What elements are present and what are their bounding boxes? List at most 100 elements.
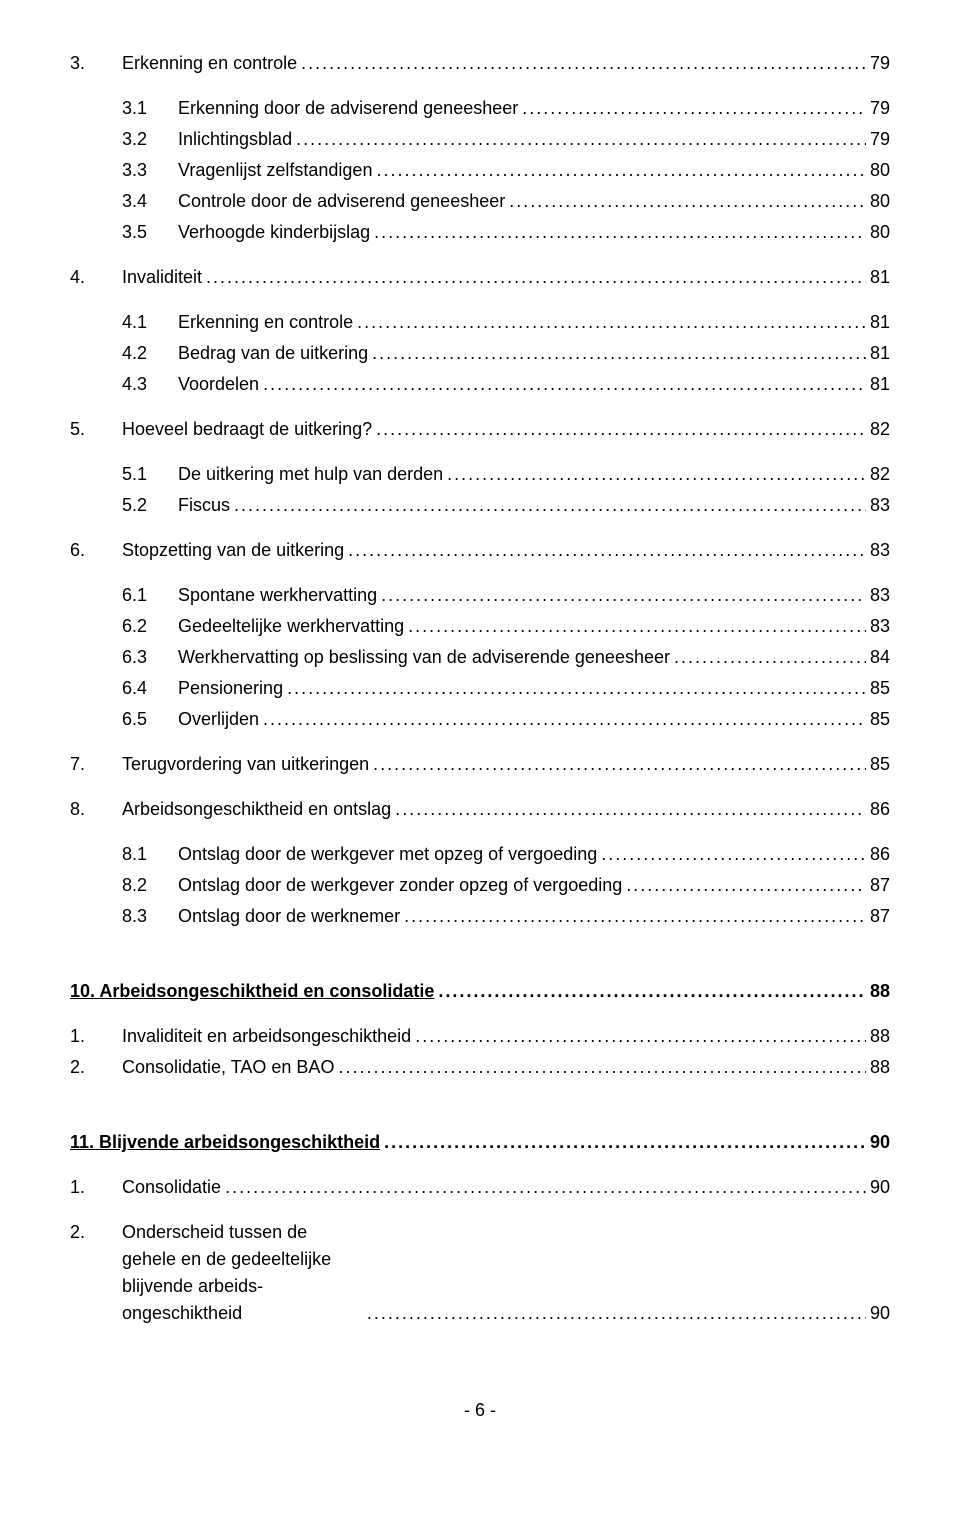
toc-page: 84 xyxy=(870,644,890,671)
toc-page: 88 xyxy=(870,1023,890,1050)
toc-entry: 3.1 Erkenning door de adviserend geneesh… xyxy=(70,95,890,122)
toc-page: 83 xyxy=(870,613,890,640)
toc-entry: 6.2 Gedeeltelijke werkhervatting 83 xyxy=(70,613,890,640)
toc-leader xyxy=(376,416,866,443)
toc-title: Invaliditeit en arbeidsongeschiktheid xyxy=(122,1023,411,1050)
toc-number: 6.4 xyxy=(122,675,178,702)
toc-page: 79 xyxy=(870,50,890,77)
toc-page: 80 xyxy=(870,157,890,184)
toc-page: 82 xyxy=(870,461,890,488)
toc-entry: 4.1 Erkenning en controle 81 xyxy=(70,309,890,336)
toc-page: 79 xyxy=(870,95,890,122)
toc-leader xyxy=(287,675,866,702)
toc-title: Erkenning door de adviserend geneesheer xyxy=(178,95,518,122)
toc-title: Gedeeltelijke werkhervatting xyxy=(178,613,404,640)
toc-entry: 3.4 Controle door de adviserend geneeshe… xyxy=(70,188,890,215)
toc-title: Hoeveel bedraagt de uitkering? xyxy=(122,416,372,443)
toc-title: Stopzetting van de uitkering xyxy=(122,537,344,564)
toc-page: 85 xyxy=(870,675,890,702)
toc-number: 4.3 xyxy=(122,371,178,398)
toc-leader xyxy=(408,613,866,640)
toc-number: 5.2 xyxy=(122,492,178,519)
toc-leader xyxy=(395,796,866,823)
toc-entry: 6. Stopzetting van de uitkering 83 xyxy=(70,537,890,564)
toc-number: 5.1 xyxy=(122,461,178,488)
toc-entry: 5.2 Fiscus 83 xyxy=(70,492,890,519)
toc-chapter: 10. Arbeidsongeschiktheid en consolidati… xyxy=(70,978,890,1081)
chapter-heading: 10. Arbeidsongeschiktheid en consolidati… xyxy=(70,978,890,1005)
toc-leader xyxy=(373,751,866,778)
toc-title: Ontslag door de werkgever met opzeg of v… xyxy=(178,841,597,868)
toc-leader xyxy=(509,188,866,215)
toc-number: 6.5 xyxy=(122,706,178,733)
toc-title: Onderscheid tussen de gehele en de gedee… xyxy=(122,1219,363,1327)
toc-title: Erkenning en controle xyxy=(178,309,353,336)
toc-title: Arbeidsongeschiktheid en ontslag xyxy=(122,796,391,823)
toc-leader xyxy=(357,309,866,336)
toc-entry: 4. Invaliditeit 81 xyxy=(70,264,890,291)
toc-number: 6. xyxy=(70,537,122,564)
toc-number: 1. xyxy=(70,1023,122,1050)
toc-number: 6.2 xyxy=(122,613,178,640)
toc-number: 3.1 xyxy=(122,95,178,122)
toc-leader xyxy=(415,1023,866,1050)
chapter-title: 11. Blijvende arbeidsongeschiktheid xyxy=(70,1129,380,1156)
toc-entry: 8. Arbeidsongeschiktheid en ontslag 86 xyxy=(70,796,890,823)
toc-entry: 5. Hoeveel bedraagt de uitkering? 82 xyxy=(70,416,890,443)
toc-leader xyxy=(348,537,866,564)
toc-title: Overlijden xyxy=(178,706,259,733)
toc-number: 8. xyxy=(70,796,122,823)
toc-title: Voordelen xyxy=(178,371,259,398)
toc-page: 90 xyxy=(870,1300,890,1327)
toc-leader xyxy=(601,841,866,868)
toc-entry: 6.3 Werkhervatting op beslissing van de … xyxy=(70,644,890,671)
toc-entry: 1. Consolidatie 90 xyxy=(70,1174,890,1201)
toc-leader xyxy=(438,978,866,1005)
page-number-footer: - 6 - xyxy=(70,1397,890,1424)
toc-title: Ontslag door de werknemer xyxy=(178,903,400,930)
toc-page: 85 xyxy=(870,706,890,733)
chapter-heading: 11. Blijvende arbeidsongeschiktheid 90 xyxy=(70,1129,890,1156)
toc-leader xyxy=(372,340,866,367)
toc-page: 87 xyxy=(870,872,890,899)
toc-leader xyxy=(626,872,866,899)
toc-entry: 8.1 Ontslag door de werkgever met opzeg … xyxy=(70,841,890,868)
toc-title: Verhoogde kinderbijslag xyxy=(178,219,370,246)
toc-page: 86 xyxy=(870,841,890,868)
toc-number: 8.2 xyxy=(122,872,178,899)
toc-title: Ontslag door de werkgever zonder opzeg o… xyxy=(178,872,622,899)
toc-page: 88 xyxy=(870,978,890,1005)
toc-leader xyxy=(384,1129,866,1156)
toc-chapter: 11. Blijvende arbeidsongeschiktheid 90 1… xyxy=(70,1129,890,1327)
toc-page: 83 xyxy=(870,492,890,519)
toc-entry: 2. Consolidatie, TAO en BAO 88 xyxy=(70,1054,890,1081)
toc-page: 83 xyxy=(870,537,890,564)
toc-page: 80 xyxy=(870,188,890,215)
toc-title: De uitkering met hulp van derden xyxy=(178,461,443,488)
toc-title: Erkenning en controle xyxy=(122,50,297,77)
toc-page: 88 xyxy=(870,1054,890,1081)
toc-entry: 4.3 Voordelen 81 xyxy=(70,371,890,398)
toc-leader xyxy=(301,50,866,77)
toc-page: 85 xyxy=(870,751,890,778)
toc-leader xyxy=(263,706,866,733)
toc-entry: 5.1 De uitkering met hulp van derden 82 xyxy=(70,461,890,488)
toc-leader xyxy=(367,1300,866,1327)
toc-page: 81 xyxy=(870,371,890,398)
toc-title: Consolidatie, TAO en BAO xyxy=(122,1054,334,1081)
toc-number: 3.5 xyxy=(122,219,178,246)
toc-entry: 6.5 Overlijden 85 xyxy=(70,706,890,733)
toc-page: 87 xyxy=(870,903,890,930)
toc-number: 6.1 xyxy=(122,582,178,609)
toc-title: Fiscus xyxy=(178,492,230,519)
toc-entry: 1. Invaliditeit en arbeidsongeschiktheid… xyxy=(70,1023,890,1050)
toc-number: 4. xyxy=(70,264,122,291)
toc-leader xyxy=(338,1054,866,1081)
toc-title: Inlichtingsblad xyxy=(178,126,292,153)
toc-page: 86 xyxy=(870,796,890,823)
toc-title: Werkhervatting op beslissing van de advi… xyxy=(178,644,670,671)
toc-entry: 2. Onderscheid tussen de gehele en de ge… xyxy=(70,1219,890,1327)
toc-title: Consolidatie xyxy=(122,1174,221,1201)
toc-entry: 3.3 Vragenlijst zelfstandigen 80 xyxy=(70,157,890,184)
toc-entry: 3. Erkenning en controle 79 xyxy=(70,50,890,77)
